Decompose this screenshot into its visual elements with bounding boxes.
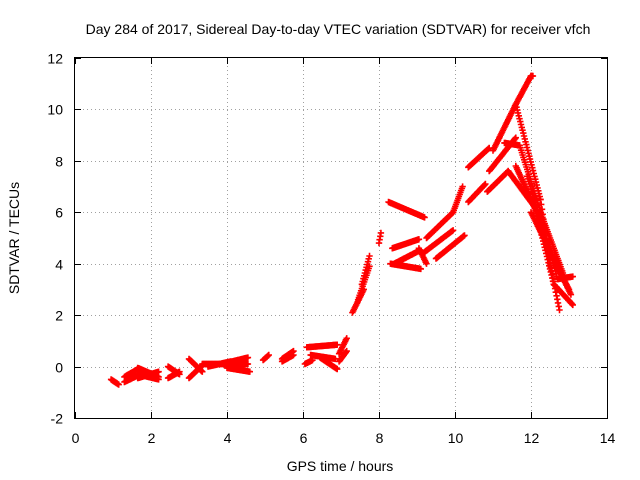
data-point [461,232,468,239]
data-point [421,214,428,221]
data-point [556,306,563,314]
data-point [246,368,253,375]
data-point [176,368,183,375]
data-point [569,273,576,280]
data-point [155,376,162,383]
data-point [115,381,122,388]
grid-layer [75,58,607,418]
y-tick-label: 8 [55,154,63,170]
x-tick-label: 0 [72,430,80,446]
chart-title: Day 284 of 2017, Sidereal Day-to-day VTE… [86,21,591,37]
y-tick-labels: -2 0 2 4 6 8 10 12 [47,51,63,427]
data-point [244,354,252,361]
plot-frame [74,57,608,419]
y-tick-label: 4 [55,257,63,273]
data-point [366,252,373,260]
data-point [567,291,575,298]
x-tick-label: 4 [224,430,232,446]
data-point [512,134,519,141]
data-point [459,183,466,190]
data-point [529,72,537,80]
data-point [343,335,350,342]
data-point [265,351,272,359]
data-point [290,351,297,359]
y-tick-label: 0 [55,360,63,376]
data-point [415,236,423,243]
x-axis-title: GPS time / hours [287,458,394,474]
data-point [244,360,252,368]
data-point [377,229,385,237]
data-point [199,368,206,375]
x-tick-labels: 0 2 4 6 8 10 12 14 [72,430,616,446]
data-point [334,341,341,348]
x-tick-label: 14 [600,430,616,446]
x-tick-label: 8 [376,430,384,446]
x-tick-label: 12 [524,430,540,446]
y-tick-label: -2 [51,411,64,427]
x-tick-label: 10 [448,430,464,446]
data-points-layer [107,72,576,388]
data-point [423,260,430,267]
x-tick-label: 6 [300,430,308,446]
tick-layer [75,58,608,419]
data-point [343,347,350,355]
y-axis-title: SDTVAR / TECUs [6,182,22,294]
x-tick-label: 2 [148,430,156,446]
data-point [569,301,576,309]
y-tick-label: 12 [47,51,63,67]
y-tick-label: 6 [55,205,63,221]
data-point [417,265,424,273]
data-point [342,349,350,356]
data-point [155,368,162,375]
data-point [482,180,489,188]
data-point [449,227,457,234]
data-point [334,365,341,373]
y-tick-label: 2 [55,308,63,324]
y-tick-label: 10 [47,102,63,118]
